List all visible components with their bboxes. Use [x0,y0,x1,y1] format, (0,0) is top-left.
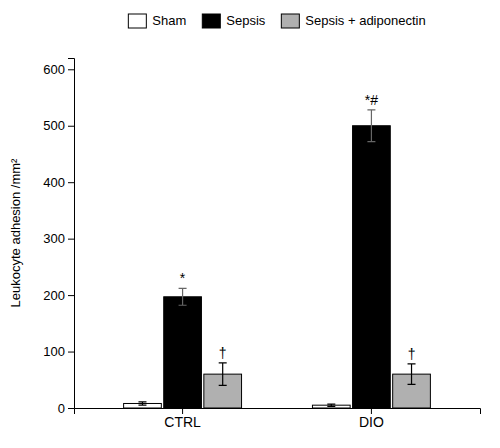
y-tick-label: 300 [43,231,65,246]
y-tick-mark [68,408,74,409]
y-tick: 300 [43,231,74,246]
bar [353,126,391,408]
y-tick: 500 [43,118,74,133]
error-bar [179,288,187,305]
error-bar [138,402,146,405]
x-axis-line [75,409,481,415]
bars [124,110,431,408]
annotation: † [219,345,227,361]
legend-swatch [281,14,299,28]
y-tick: 400 [43,175,74,190]
x-tick: CTRL [164,408,201,430]
y-tick-label: 100 [43,344,65,359]
x-tick-label: CTRL [164,414,201,430]
x-tick: DIO [359,408,384,430]
y-tick-mark [68,352,74,353]
legend-swatch [202,14,220,28]
legend: Sham Sepsis Sepsis + adiponectin [128,13,425,28]
y-tick-mark [68,239,74,240]
error-bar [367,110,375,142]
bar [164,297,202,408]
legend-label: Sepsis + adiponectin [305,13,425,28]
y-tick-mark [68,126,74,127]
y-tick: 0 [58,401,74,416]
y-axis: 0 100 200 300 400 500 600 [43,59,74,416]
annotations: * *# † † [180,92,416,362]
y-tick-mark [68,69,74,70]
y-tick: 200 [43,288,74,303]
y-axis-label: Leukocyte adhesion /mm² [8,158,23,308]
y-tick-label: 500 [43,118,65,133]
legend-item: Sepsis + adiponectin [281,13,425,28]
annotation: † [408,346,416,362]
legend-item: Sepsis [202,13,266,28]
legend-swatch [128,14,146,28]
y-tick-label: 600 [43,62,65,77]
chart: 0 100 200 300 400 500 600 CTRL DIO * *# † † Leukocyte… [0,0,500,448]
legend-label: Sham [152,13,186,28]
error-bar [408,364,416,384]
y-tick-mark [68,295,74,296]
error-bar [219,363,227,386]
y-tick-label: 0 [58,401,65,416]
y-tick-label: 200 [43,288,65,303]
legend-item: Sham [128,13,186,28]
x-axis: CTRL DIO [75,408,481,430]
plot: 0 100 200 300 400 500 600 CTRL DIO * *# † † [43,59,480,430]
annotation: *# [365,92,378,108]
legend-label: Sepsis [226,13,266,28]
annotation: * [180,270,186,286]
y-tick-label: 400 [43,175,65,190]
error-bar [327,404,335,406]
y-tick: 100 [43,344,74,359]
y-tick-mark [68,182,74,183]
y-axis-line [68,59,75,409]
x-tick-label: DIO [359,414,384,430]
y-tick: 600 [43,62,74,77]
